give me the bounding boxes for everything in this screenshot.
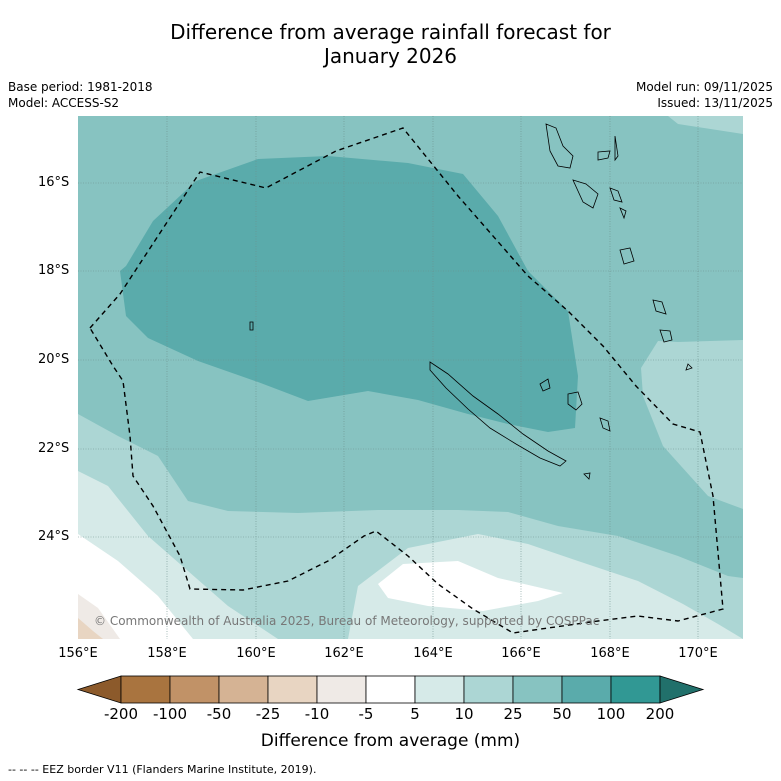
legend-tick: 50 xyxy=(552,705,572,723)
legend-swatch xyxy=(561,675,612,704)
map-svg xyxy=(78,116,743,639)
loyalty-island-3 xyxy=(599,417,611,432)
map-title: Difference from average rainfall forecas… xyxy=(0,20,781,68)
lat-label-22s: 22°S xyxy=(38,441,70,456)
isle-of-pines xyxy=(583,472,591,480)
meta-left: Base period: 1981-2018 Model: ACCESS-S2 xyxy=(8,79,153,111)
lon-label-158e: 158°E xyxy=(147,646,187,661)
lon-label-164e: 164°E xyxy=(413,646,453,661)
band-south-white xyxy=(378,561,563,611)
legend-tick: 100 xyxy=(596,705,626,723)
lon-label-170e: 170°E xyxy=(678,646,718,661)
legend-title: Difference from average (mm) xyxy=(260,731,521,751)
vanuatu-tanna xyxy=(659,329,673,343)
eez-border xyxy=(89,127,724,634)
vanuatu-santo xyxy=(545,123,574,169)
legend-tick: 25 xyxy=(503,705,523,723)
rainfall-map xyxy=(78,116,743,639)
legend-tick: -25 xyxy=(255,705,281,723)
vanuatu-malekula xyxy=(572,179,599,209)
legend-tick: 200 xyxy=(645,705,675,723)
lat-label-20s: 20°S xyxy=(38,352,70,367)
model-run: Model run: 09/11/2025 xyxy=(635,80,773,94)
legend-swatch xyxy=(169,675,220,704)
legend-extend-low xyxy=(76,675,122,704)
legend-tick: -200 xyxy=(103,705,139,723)
legend-tick: 10 xyxy=(454,705,474,723)
legend-swatch xyxy=(414,675,465,704)
meta-right: Model run: 09/11/2025 Issued: 13/11/2025 xyxy=(636,79,773,111)
chesterfield-islets xyxy=(249,321,254,331)
legend-swatch xyxy=(218,675,269,704)
lat-label-24s: 24°S xyxy=(38,529,70,544)
issued-date: Issued: 13/11/2025 xyxy=(657,96,773,110)
legend-swatch xyxy=(463,675,514,704)
legend-extend-high xyxy=(659,675,705,704)
band-east-light xyxy=(641,340,743,509)
new-caledonia-island xyxy=(429,361,567,467)
title-line-1: Difference from average rainfall forecas… xyxy=(170,20,611,44)
loyalty-island-2 xyxy=(567,391,583,411)
graticule xyxy=(78,116,743,639)
lat-label-16s: 16°S xyxy=(38,175,70,190)
vanuatu-island-3 xyxy=(614,135,619,162)
band-sw-white xyxy=(78,534,193,639)
vanuatu-island-4 xyxy=(609,187,623,203)
lon-label-156e: 156°E xyxy=(58,646,98,661)
lat-label-18s: 18°S xyxy=(38,263,70,278)
lon-label-166e: 166°E xyxy=(501,646,541,661)
vanuatu-island-2 xyxy=(597,150,611,161)
vanuatu-aneityum xyxy=(685,363,693,371)
lon-label-160e: 160°E xyxy=(236,646,276,661)
legend-tick: -50 xyxy=(206,705,232,723)
band-south-5-10 xyxy=(348,534,743,639)
vanuatu-island-5 xyxy=(619,207,627,220)
legend-tick: -100 xyxy=(152,705,188,723)
copyright-notice: © Commonwealth of Australia 2025, Bureau… xyxy=(94,614,600,628)
loyalty-island-1 xyxy=(539,378,551,392)
model-name: Model: ACCESS-S2 xyxy=(8,96,120,110)
band-top-right xyxy=(668,116,743,134)
vanuatu-erromango xyxy=(652,299,667,315)
legend-swatch xyxy=(316,675,367,704)
legend-swatch xyxy=(512,675,563,704)
band-dry-10 xyxy=(78,618,103,639)
lon-label-168e: 168°E xyxy=(590,646,630,661)
eez-footnote: -- -- -- EEZ border V11 (Flanders Marine… xyxy=(8,763,317,776)
legend-swatch xyxy=(365,675,416,704)
legend-tick: -5 xyxy=(358,705,374,723)
base-period: Base period: 1981-2018 xyxy=(8,80,153,94)
legend-swatch xyxy=(267,675,318,704)
legend-swatch xyxy=(610,675,661,704)
legend-colorbar xyxy=(76,675,705,704)
lon-label-162e: 162°E xyxy=(324,646,364,661)
legend-swatch xyxy=(120,675,171,704)
band-50-100 xyxy=(120,156,578,432)
legend-tick: 5 xyxy=(410,705,420,723)
title-line-2: January 2026 xyxy=(323,44,458,68)
vanuatu-efate xyxy=(619,247,635,265)
legend-tick: -10 xyxy=(304,705,330,723)
